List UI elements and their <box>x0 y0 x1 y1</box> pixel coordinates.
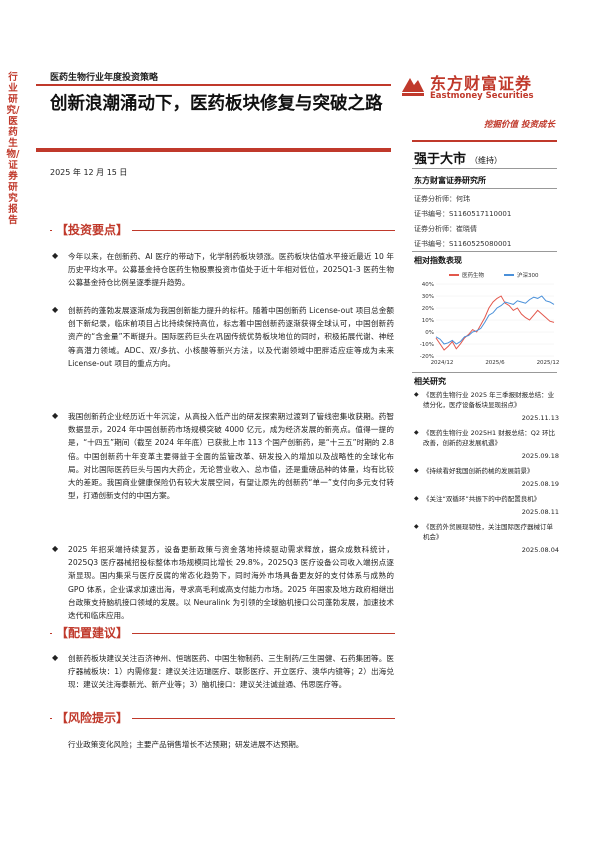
related-item[interactable]: ◆ 《持续看好我国创新药械的发展前景》 <box>414 466 559 476</box>
logo-mark-icon <box>402 78 424 96</box>
analyst-2-name: 证券分析师：崔晓倩 <box>414 225 477 233</box>
related-item-text[interactable]: 《关注“双循环”共振下的中药配置良机》 <box>423 495 541 503</box>
analyst-1-name: 证券分析师：何玮 <box>414 195 470 203</box>
related-section-title: 相关研究 <box>414 377 446 386</box>
related-item-text[interactable]: 《医药外贸展现韧性，关注国际医疗器械订单机会》 <box>423 523 553 541</box>
analyst-1-cert: 证书编号：S1160517110001 <box>414 210 512 218</box>
related-item-date: 2025.08.11 <box>521 508 559 516</box>
risk-section-title: 【风险提示】 <box>52 709 133 726</box>
report-date: 2025 年 12 月 15 日 <box>50 168 128 177</box>
company-logo: 东方财富证券 Eastmoney Securities <box>400 70 560 106</box>
series-line <box>435 295 555 345</box>
related-divider <box>412 372 557 373</box>
related-item-date: 2025.11.13 <box>521 414 559 422</box>
rating-main: 强于大市 <box>414 152 467 167</box>
x-tick-label: 2025/6 <box>485 360 505 366</box>
x-tick-label: 2024/12 <box>431 360 454 366</box>
analyst-2-cert: 证书编号：S1160525080001 <box>414 240 512 248</box>
index-section-title: 相对指数表现 <box>414 256 462 265</box>
x-tick-label: 2025/12 <box>537 360 559 366</box>
y-tick-label: -10% <box>420 342 434 348</box>
y-tick-label: 0% <box>425 330 434 336</box>
logo-name-cn: 东方财富证券 <box>430 74 533 93</box>
bullet-diamond-icon: ◆ <box>52 251 59 260</box>
y-tick-label: -20% <box>420 354 434 360</box>
invest-para-4: 2025 年招采端持续复苏，设备更新政策与资金落地持续驱动需求释放，据众成数科统… <box>68 545 394 621</box>
config-section-title: 【配置建议】 <box>52 624 133 641</box>
slogan: 挖掘价值 投资成长 <box>484 120 555 130</box>
related-item[interactable]: ◆ 《医药生物行业 2025H1 财报总结：Q2 环比改善，创新药迎发展机遇》 <box>414 428 559 448</box>
legend-label: 医药生物 <box>462 271 485 279</box>
index-divider <box>412 251 557 252</box>
risk-para: 行业政策变化风险；主要产品销售增长不达预期；研发进展不达预期。 <box>68 740 304 749</box>
invest-para-1: 今年以来，在创新药、AI 医疗的带动下，化学制药板块领涨。医药板块估值水平接近最… <box>68 252 394 288</box>
bullet-diamond-icon: ◆ <box>52 544 59 553</box>
related-item-date: 2025.08.04 <box>521 546 559 554</box>
rating-sub: （维持） <box>470 156 503 165</box>
bullet-diamond-icon: ◆ <box>52 305 59 314</box>
relative-index-chart: 医药生物 沪深300 40% 30% 20% 10% 0% -10% -20%2024/12 20… <box>420 271 559 366</box>
report-title: 创新浪潮涌动下，医药板块修复与突破之路 <box>50 94 383 114</box>
invest-section-header: 【投资要点】 <box>50 220 395 242</box>
rating-divider <box>412 168 557 169</box>
side-label: 行业研究/医药生物/证券研究报告 <box>6 72 20 226</box>
top-divider <box>36 84 391 86</box>
y-tick-label: 40% <box>422 282 434 288</box>
legend-label: 沪深300 <box>517 271 539 279</box>
related-item[interactable]: ◆ 《医药外贸展现韧性，关注国际医疗器械订单机会》 <box>414 522 559 542</box>
related-item-text[interactable]: 《医药生物行业 2025 年三季报财报总结：业绩分化，医疗设备板块显现拐点》 <box>423 391 555 409</box>
invest-para-3: 我国创新药企业经历近十年沉淀，从高投入低产出的研发探索期过渡到了管线密集收获期。… <box>68 412 394 501</box>
y-tick-label: 10% <box>422 318 434 324</box>
bullet-diamond-icon: ◆ <box>52 653 59 662</box>
right-divider <box>412 140 557 142</box>
bullet-diamond-icon: ◆ <box>52 411 59 420</box>
y-tick-label: 30% <box>422 294 434 300</box>
series-line <box>435 295 555 351</box>
related-item-text[interactable]: 《医药生物行业 2025H1 财报总结：Q2 环比改善，创新药迎发展机遇》 <box>423 429 556 447</box>
y-tick-label: 20% <box>422 306 434 312</box>
institute-divider <box>412 188 557 189</box>
related-item-text[interactable]: 《持续看好我国创新药械的发展前景》 <box>423 467 534 475</box>
logo-name-en: Eastmoney Securities <box>430 91 534 101</box>
related-item[interactable]: ◆ 《关注“双循环”共振下的中药配置良机》 <box>414 494 559 504</box>
invest-para-2: 创新药的蓬勃发展逐渐成为我国创新能力提升的标杆。随着中国创新药 License-… <box>68 306 394 368</box>
title-divider <box>36 148 391 152</box>
report-type: 医药生物行业年度投资策略 <box>50 73 159 83</box>
config-para: 创新药板块建议关注百济神州、恒瑞医药、中国生物制药、三生制药/三生国健、石药集团… <box>68 654 394 690</box>
related-item-date: 2025.09.18 <box>521 452 559 460</box>
invest-section-title: 【投资要点】 <box>52 221 133 238</box>
related-item[interactable]: ◆ 《医药生物行业 2025 年三季报财报总结：业绩分化，医疗设备板块显现拐点》 <box>414 390 559 410</box>
risk-section-header: 【风险提示】 <box>50 708 395 730</box>
institute-name: 东方财富证券研究所 <box>414 176 486 185</box>
related-item-date: 2025.08.19 <box>521 480 559 488</box>
rating: 强于大市 （维持） <box>414 148 502 167</box>
config-section-header: 【配置建议】 <box>50 623 395 645</box>
